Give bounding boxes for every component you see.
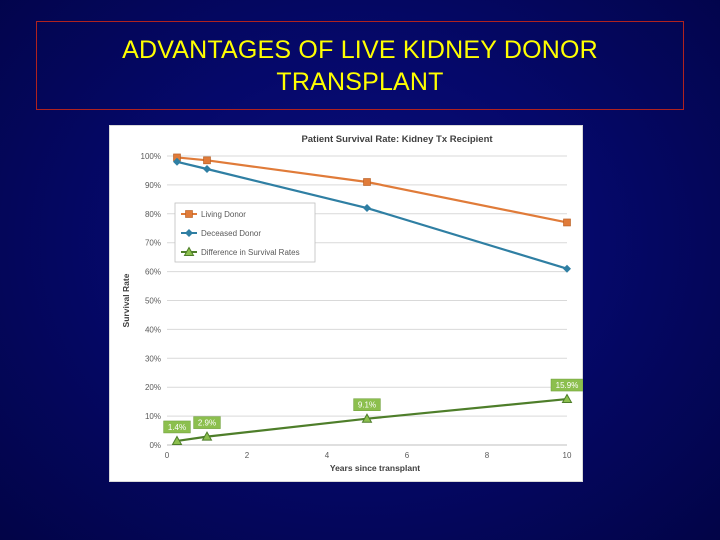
y-tick-label: 90%	[145, 181, 161, 190]
series-2-point	[171, 435, 183, 445]
series-1-point	[203, 165, 211, 174]
legend-label: Difference in Survival Rates	[201, 248, 300, 257]
series-line-0	[176, 156, 568, 224]
legend-swatch-marker	[185, 229, 193, 237]
x-tick-label: 6	[405, 451, 410, 460]
y-tick-label: 30%	[145, 354, 161, 363]
legend: Living Donor Deceased Donor Difference in …	[174, 202, 316, 263]
data-labels: 1.4% 2.9% 9.1% 15.9%	[163, 378, 584, 434]
legend-label: Deceased Donor	[201, 229, 261, 238]
slide-title-line-1: ADVANTAGES OF LIVE KIDNEY DONOR	[122, 35, 598, 64]
legend-box	[174, 202, 316, 263]
data-label: 2.9%	[198, 419, 216, 428]
x-tick-label: 10	[563, 451, 572, 460]
y-tick-label: 100%	[141, 152, 161, 161]
series-1-point	[173, 157, 181, 166]
series-1-point	[563, 264, 571, 273]
legend-label: Living Donor	[201, 210, 246, 219]
series-0-point	[563, 218, 571, 227]
series-2-point	[361, 413, 373, 423]
y-tick-label: 0%	[149, 441, 161, 450]
y-tick-label: 20%	[145, 383, 161, 392]
y-axis-label: Survival Rate	[121, 273, 131, 327]
data-label: 15.9%	[556, 381, 579, 390]
data-label-box	[163, 420, 191, 434]
series-2-point	[201, 431, 213, 441]
series-line-2	[176, 397, 568, 443]
data-label-box	[193, 416, 221, 429]
x-tick-label: 8	[485, 451, 490, 460]
y-tick-label: 60%	[145, 268, 161, 277]
data-label-box	[353, 398, 381, 411]
survival-rate-chart: Patient Survival Rate: Kidney Tx Recipie…	[109, 125, 584, 482]
series-2-point	[561, 393, 573, 404]
series-line-1	[176, 160, 568, 270]
slide-title-line-2: TRANSPLANT	[276, 67, 444, 96]
y-tick-label: 70%	[145, 239, 161, 248]
chart-title: Patient Survival Rate: Kidney Tx Recipie…	[301, 134, 493, 145]
series-0-point	[203, 156, 211, 165]
chart-container: Patient Survival Rate: Kidney Tx Recipie…	[109, 125, 584, 482]
axes: 0% 10% 20% 30% 40% 50% 60% 70% 80% 90% 100% 0 2 4 6 8 10	[141, 152, 572, 460]
y-tick-label: 10%	[145, 412, 161, 421]
data-label: 1.4%	[168, 423, 186, 432]
x-tick-label: 0	[165, 451, 170, 460]
series-1-point	[363, 204, 371, 213]
series-lines	[171, 153, 573, 445]
x-tick-label: 2	[245, 451, 250, 460]
legend-swatch-marker	[185, 210, 193, 218]
y-tick-label: 80%	[145, 210, 161, 219]
x-tick-label: 4	[325, 451, 330, 460]
slide-title-box: ADVANTAGES OF LIVE KIDNEY DONOR TRANSPLA…	[36, 21, 684, 110]
series-0-point	[363, 178, 371, 186]
legend-swatch-marker	[183, 246, 195, 256]
x-axis-label: Years since transplant	[330, 463, 420, 473]
data-label: 9.1%	[358, 401, 376, 410]
y-tick-label: 50%	[145, 297, 161, 306]
y-tick-label: 40%	[145, 325, 161, 334]
